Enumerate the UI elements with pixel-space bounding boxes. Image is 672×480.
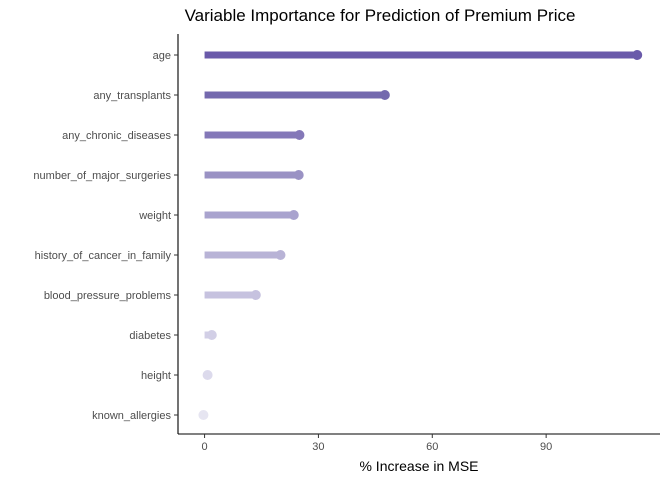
y-tick-label: any_transplants — [93, 90, 171, 102]
y-tick-label: history_of_cancer_in_family — [35, 250, 172, 262]
y-tick-label: age — [153, 50, 171, 62]
x-tick-label: 60 — [426, 441, 438, 453]
x-axis-title: % Increase in MSE — [359, 458, 478, 474]
x-axis: 0 30 60 90 — [178, 433, 660, 453]
x-tick-label: 90 — [540, 441, 552, 453]
lollipop-head-history_of_cancer_in_family — [275, 250, 286, 260]
lollipop-head-diabetes — [206, 330, 217, 340]
lollipop-head-age — [632, 50, 643, 60]
chart-marks — [198, 50, 643, 420]
y-tick-label: blood_pressure_problems — [44, 290, 172, 302]
lollipop-head-height — [202, 370, 213, 380]
lollipop-head-any_transplants — [379, 90, 390, 100]
lollipop-head-known_allergies — [198, 410, 209, 420]
y-tick-label: known_allergies — [92, 410, 171, 422]
y-tick-label: diabetes — [129, 330, 171, 342]
lollipop-head-blood_pressure_problems — [250, 290, 261, 300]
lollipop-head-weight — [288, 210, 299, 220]
lollipop-head-any_chronic_diseases — [294, 130, 305, 140]
y-tick-label: number_of_major_surgeries — [33, 170, 171, 182]
x-tick-label: 30 — [312, 441, 324, 453]
y-axis: age any_transplants any_chronic_diseasesnu… — [33, 34, 179, 434]
y-tick-label: height — [141, 370, 171, 382]
y-tick-label: any_chronic_diseases — [62, 130, 171, 142]
lollipop-head-number_of_major_surgeries — [293, 170, 304, 180]
chart-title: Variable Importance for Prediction of Pr… — [185, 6, 576, 25]
x-tick-label: 0 — [202, 441, 208, 453]
y-tick-label: weight — [138, 210, 171, 222]
